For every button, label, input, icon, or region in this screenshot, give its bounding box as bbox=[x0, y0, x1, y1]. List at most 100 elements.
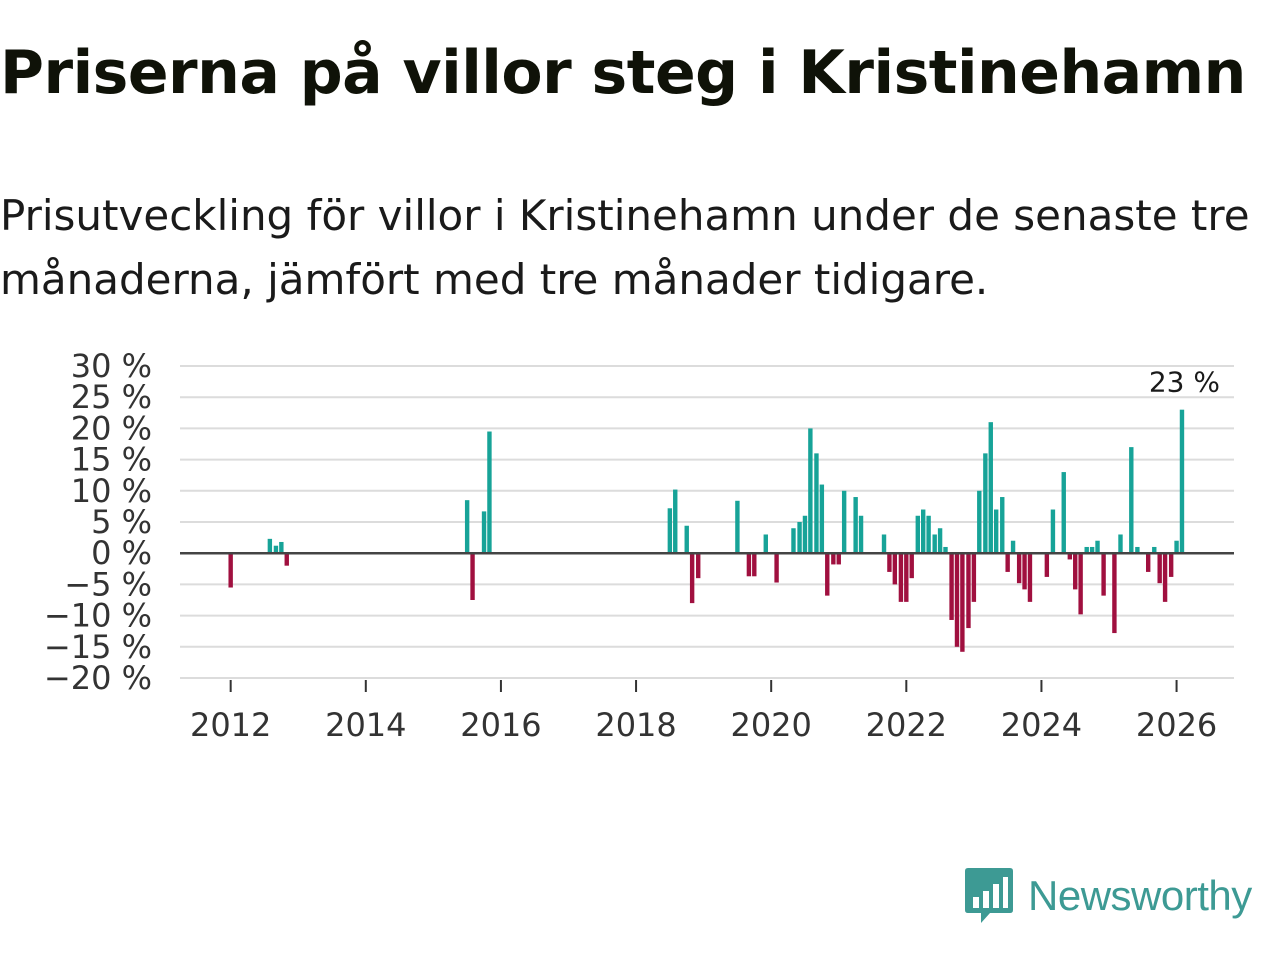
bar bbox=[915, 515, 920, 554]
chart-subtitle: Prisutveckling för villor i Kristinehamn… bbox=[0, 191, 1250, 304]
bar bbox=[481, 511, 487, 554]
x-tick-label: 2020 bbox=[730, 706, 811, 744]
bar bbox=[954, 553, 960, 647]
y-tick-label: 5 % bbox=[91, 503, 152, 541]
bar bbox=[881, 534, 887, 554]
axes bbox=[180, 551, 1234, 692]
bar bbox=[909, 553, 914, 579]
bar bbox=[1174, 540, 1179, 554]
brand-name: Newsworthy bbox=[1028, 872, 1252, 919]
bar bbox=[1078, 553, 1083, 615]
bar bbox=[763, 534, 768, 554]
bar bbox=[1112, 553, 1117, 634]
labels: 30 %25 %20 %15 %10 %5 %0 %−5 %−10 %−15 %… bbox=[44, 347, 1220, 744]
bar bbox=[966, 553, 971, 629]
bar bbox=[937, 528, 943, 554]
gridlines bbox=[180, 365, 1234, 679]
bar bbox=[1162, 553, 1168, 602]
bar bbox=[1005, 553, 1010, 572]
bar-chart: 30 %25 %20 %15 %10 %5 %0 %−5 %−10 %−15 %… bbox=[44, 347, 1234, 744]
bar bbox=[1027, 553, 1033, 602]
bar bbox=[746, 553, 752, 577]
bar bbox=[977, 490, 982, 554]
y-tick-label: 10 % bbox=[71, 472, 152, 510]
bar bbox=[1050, 509, 1056, 554]
bar bbox=[836, 553, 841, 565]
bar bbox=[273, 545, 279, 554]
bar bbox=[774, 553, 779, 583]
x-tick-label: 2022 bbox=[866, 706, 947, 744]
bar bbox=[797, 522, 802, 554]
bar bbox=[1179, 409, 1185, 554]
bar bbox=[926, 515, 931, 554]
bar bbox=[814, 453, 819, 554]
bar bbox=[1016, 553, 1022, 584]
bar bbox=[752, 553, 757, 577]
x-tick-label: 2026 bbox=[1136, 706, 1217, 744]
bar bbox=[1089, 546, 1095, 554]
bar bbox=[960, 553, 965, 652]
bar bbox=[470, 553, 475, 600]
bar bbox=[858, 515, 864, 554]
y-tick-label: −20 % bbox=[44, 659, 152, 697]
bar bbox=[1135, 546, 1140, 554]
y-tick-label: 30 % bbox=[71, 347, 152, 385]
bar bbox=[1129, 447, 1134, 554]
bar bbox=[1152, 546, 1157, 554]
y-tick-label: 20 % bbox=[71, 409, 152, 447]
bar bbox=[825, 553, 830, 596]
bar bbox=[819, 484, 825, 554]
bar bbox=[1010, 540, 1016, 554]
bar bbox=[802, 515, 808, 554]
newsworthy-chart-icon bbox=[965, 868, 1013, 923]
bar bbox=[487, 431, 492, 554]
bar bbox=[279, 541, 284, 554]
bar bbox=[667, 508, 673, 554]
bar bbox=[228, 553, 233, 588]
bar bbox=[853, 497, 858, 554]
bar bbox=[735, 500, 740, 554]
bar bbox=[988, 422, 993, 554]
chart-title: Priserna på villor steg i Kristinehamn bbox=[0, 38, 1246, 108]
bar bbox=[684, 525, 689, 554]
bar bbox=[1000, 497, 1005, 554]
bar bbox=[887, 553, 892, 572]
bar bbox=[921, 509, 926, 554]
bar bbox=[949, 553, 954, 620]
bar bbox=[1073, 553, 1078, 590]
x-tick-label: 2014 bbox=[325, 706, 406, 744]
bar bbox=[1095, 540, 1100, 554]
bar bbox=[932, 534, 937, 554]
bar bbox=[943, 546, 948, 554]
bar bbox=[1118, 534, 1123, 554]
bar bbox=[1157, 553, 1162, 584]
bar bbox=[1084, 546, 1089, 554]
x-tick-label: 2024 bbox=[1001, 706, 1082, 744]
last-value-label: 23 % bbox=[1149, 366, 1220, 399]
bar bbox=[791, 528, 796, 554]
bar bbox=[673, 489, 678, 554]
y-tick-label: −10 % bbox=[44, 597, 152, 635]
bar bbox=[993, 509, 999, 554]
bar bbox=[696, 553, 701, 579]
bar bbox=[1044, 553, 1050, 577]
bar bbox=[841, 490, 847, 554]
bar bbox=[1145, 553, 1151, 572]
bar bbox=[831, 553, 836, 565]
x-tick-label: 2018 bbox=[595, 706, 676, 744]
y-tick-label: 15 % bbox=[71, 441, 152, 479]
bar bbox=[1168, 553, 1174, 577]
y-tick-label: −15 % bbox=[44, 628, 152, 666]
y-tick-label: −5 % bbox=[64, 565, 152, 603]
bar bbox=[1101, 553, 1106, 596]
bar bbox=[808, 428, 813, 554]
bar bbox=[464, 500, 470, 554]
bar bbox=[904, 553, 909, 602]
y-tick-label: 0 % bbox=[91, 534, 152, 572]
bar bbox=[1067, 553, 1073, 560]
bar bbox=[1061, 472, 1066, 554]
bars bbox=[228, 409, 1185, 652]
bar bbox=[1022, 553, 1027, 590]
bar bbox=[983, 453, 988, 554]
newsworthy-logo: Newsworthy bbox=[964, 864, 1252, 928]
